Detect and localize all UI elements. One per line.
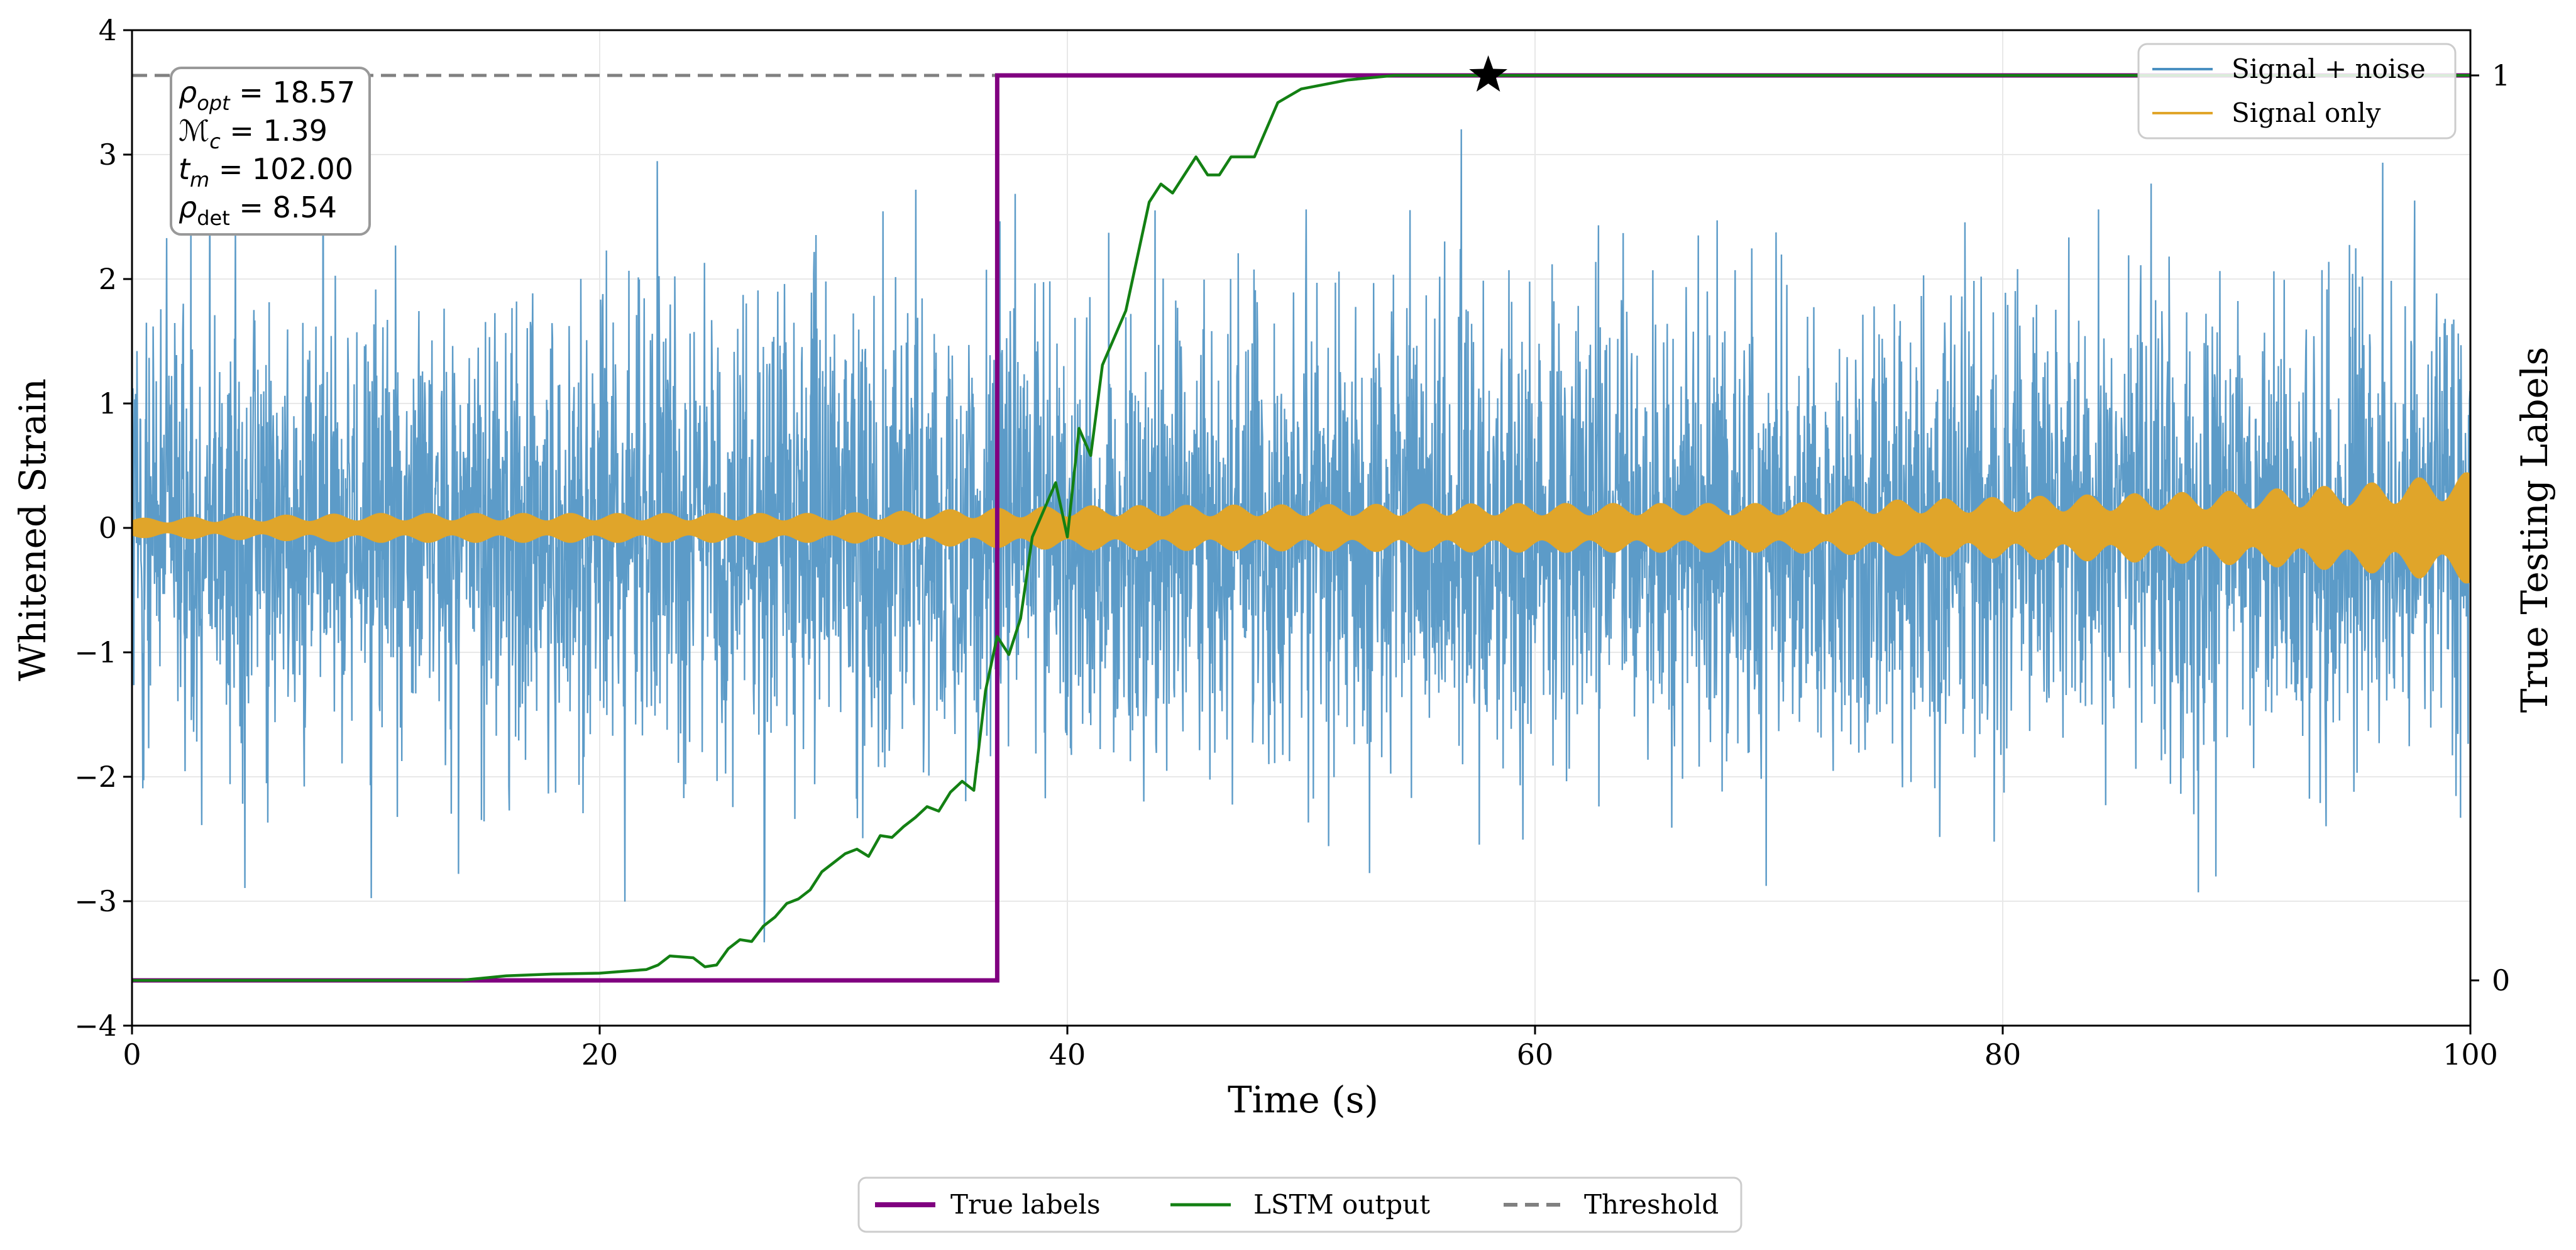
y-tick-label-left: −4: [74, 1009, 117, 1043]
legend-label-signal-noise: Signal + noise: [2232, 53, 2426, 84]
legend-label-lstm-output: LSTM output: [1253, 1189, 1430, 1220]
x-tick-label: 0: [123, 1038, 141, 1072]
annotation-rho-det: ρdet = 8.54: [179, 190, 337, 230]
y-tick-label-left: −2: [74, 760, 117, 794]
legend-label-signal-only: Signal only: [2232, 97, 2381, 128]
y-tick-label-left: −3: [74, 884, 117, 918]
x-tick-label: 80: [1984, 1038, 2022, 1072]
x-tick-label: 20: [581, 1038, 619, 1072]
detection-star-marker: [1469, 55, 1507, 92]
signal-only-series: [131, 472, 2472, 584]
y-tick-label-left: −1: [74, 635, 117, 669]
x-tick-label: 40: [1049, 1038, 1086, 1072]
annotation-merger-time: tm = 102.00: [179, 152, 353, 192]
y-tick-label-left: 0: [99, 511, 117, 545]
annotation-box: ρopt = 18.57 ℳc = 1.39 tm = 102.00 ρdet …: [170, 67, 371, 236]
signal-only-trace: [131, 472, 2472, 584]
y-tick-label-left: 4: [99, 13, 117, 47]
annotation-chirp-mass: ℳc = 1.39: [179, 114, 328, 153]
lstm-output-line: [132, 74, 2470, 982]
x-tick-label: 60: [1517, 1038, 1554, 1072]
legend-bottom: True labels LSTM output Threshold: [857, 1176, 1742, 1233]
label-series: [132, 55, 2470, 983]
legend-label-threshold: Threshold: [1584, 1189, 1719, 1220]
y-axis-label-left: Whitened Strain: [11, 378, 54, 681]
legend-label-true-labels: True labels: [950, 1189, 1101, 1220]
y-axis-label-right: True Testing Labels: [2513, 347, 2556, 713]
y-tick-label-left: 2: [99, 262, 117, 296]
signal-plus-noise-series: [131, 75, 2472, 943]
y-tick-label-left: 1: [99, 387, 117, 420]
x-tick-label: 100: [2443, 1038, 2498, 1072]
annotation-rho-opt: ρopt = 18.57: [179, 75, 355, 115]
y-tick-label-left: 3: [99, 138, 117, 172]
signal-plus-noise-trace: [131, 75, 2472, 943]
x-axis-label: Time (s): [1228, 1078, 1379, 1121]
y-tick-label-right: 0: [2492, 963, 2510, 997]
y-tick-label-right: 1: [2492, 58, 2510, 92]
legend-top: Signal + noise Signal only: [2137, 43, 2457, 140]
